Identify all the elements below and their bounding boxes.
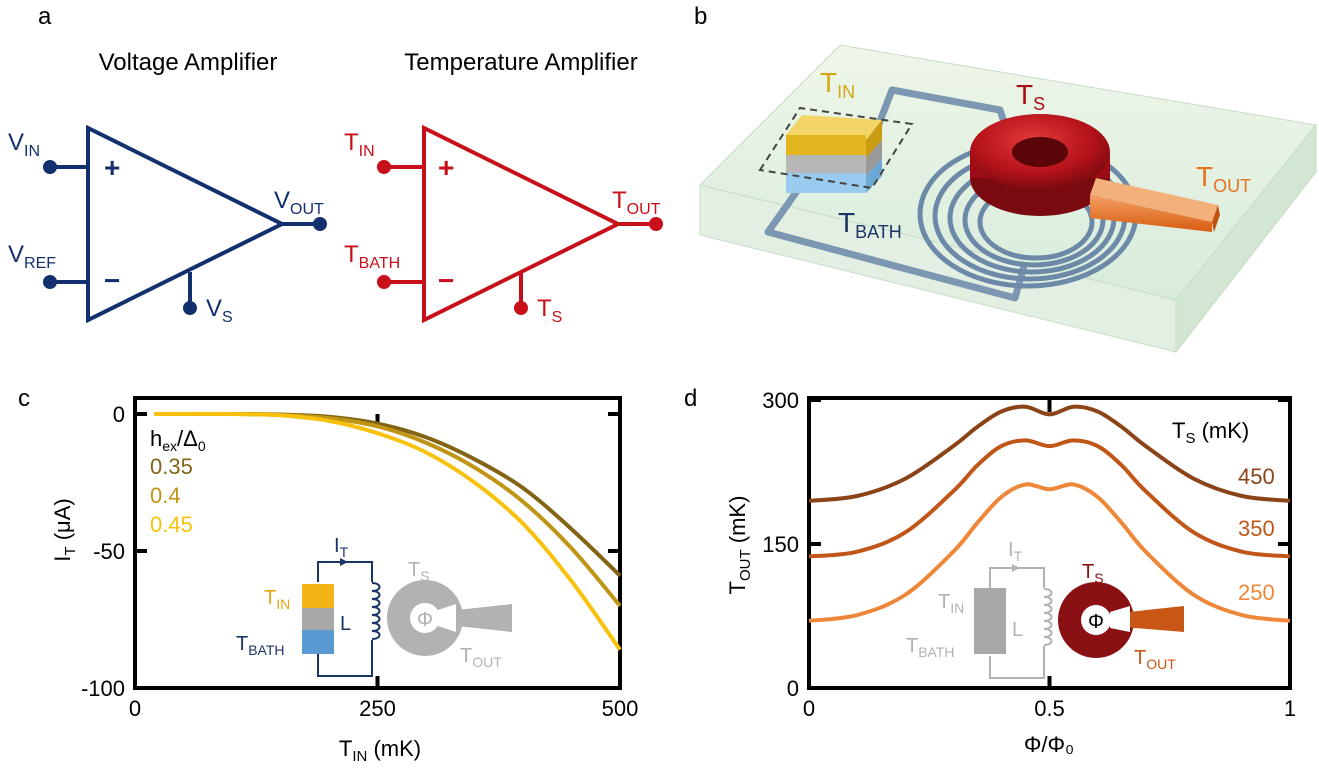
c-inset-ts: TS [408,559,430,584]
plot-c-xtick-label: 500 [602,696,639,721]
voltage-triangle [86,124,287,324]
b-tin-label: TIN [820,67,855,102]
c-inset-phi: Φ [417,609,433,631]
plot-d-series-line-250 [808,482,1291,623]
b-tout-label: TOUT [1196,161,1251,196]
plot-c-xtick-label: 0 [129,696,141,721]
v-ref-label: VREF [8,241,56,272]
plot-c-inset: Φ IT L TIN TBATH TS TOUT [236,535,512,677]
c-inset-tbath: TBATH [236,633,285,658]
temperature-minus-sign: − [438,265,454,296]
voltage-terminals [43,160,327,315]
plot-c-legend-title: hex/Δ0 [150,426,206,454]
b-tbath-label: TBATH [838,207,902,242]
plot-c-series-line-0.45 [154,411,622,651]
plot-d-ylabel: TOUT (mK) [725,496,754,595]
ring [970,114,1110,216]
plot-d-series-line-350 [808,438,1291,559]
voltage-minus-sign: − [104,265,120,296]
panel-d: d 0 0.5 1 0 150 300 TOUT (mK) Φ/Φ₀ TS (mK) 45… [684,385,1296,757]
dashed-box [758,106,914,190]
c-inset-tout: TOUT [460,645,502,670]
plot-d-xtick-label: 1 [1284,696,1296,721]
panel-b: b [694,3,1317,354]
plot-c-frame [133,396,622,690]
panel-d-label: d [684,385,697,412]
plot-d-ytick-label: 0 [787,676,799,701]
c-inset-tin: TIN [264,587,290,612]
plot-d-label-450: 450 [1238,464,1275,489]
plot-c-legend-item-2: 0.4 [150,483,181,508]
b-ts-label: TS [1016,79,1045,114]
temperature-plus-sign: + [438,152,454,183]
d-inset-phi: Φ [1088,611,1104,633]
plot-c-legend-item-3: 0.45 [150,512,193,537]
plot-c-ylabel: IT (μA) [50,498,79,561]
plot-c-ytick-label: -50 [93,539,125,564]
d-inset-tin: TIN [938,591,964,616]
c-inset-l: L [340,613,351,635]
c-inset-it: IT [334,535,349,560]
t-out-label: TOUT [612,187,661,218]
d-inset-tbath: TBATH [906,635,955,660]
tout-bar [1090,178,1220,232]
t-bath-label: TBATH [344,241,400,272]
t-s-label: TS [537,295,562,326]
temperature-amplifier-symbol [384,124,656,324]
plot-c-ticks: 0 250 500 0 -50 -100 [81,402,638,721]
v-s-label: VS [206,295,233,326]
d-inset-ts: TS [1082,561,1104,586]
v-in-label: VIN [8,129,40,160]
plot-c-series [154,411,622,651]
panel-c-label: c [18,385,30,412]
temperature-amplifier-title: Temperature Amplifier [404,49,637,76]
plot-d-xtick-label: 0.5 [1034,696,1065,721]
plot-d-xlabel: Φ/Φ₀ [1024,732,1074,757]
plot-c-ytick-label: -100 [81,676,125,701]
plot-d-ticks: 0 0.5 1 0 150 300 [762,388,1296,721]
d-inset-tout: TOUT [1134,647,1176,672]
panel-a-label: a [38,3,52,30]
plot-d-inset: Φ IT L TIN TBATH TS TOUT [906,539,1184,679]
plot-c-xtick-label: 250 [359,696,396,721]
plot-c-xlabel: TIN (mK) [339,736,421,765]
plot-d-series-line-450 [808,404,1291,503]
voltage-amplifier-title: Voltage Amplifier [99,49,278,76]
t-in-label: TIN [344,129,375,160]
plot-d-series [808,404,1291,623]
junction-stack [758,106,914,193]
plot-d-ytick-label: 150 [762,532,799,557]
plot-d-label-250: 250 [1238,580,1275,605]
plot-c-ytick-label: 0 [113,402,125,427]
plot-d-label-350: 350 [1238,516,1275,541]
panel-b-label: b [694,3,707,30]
v-out-label: VOUT [274,187,324,218]
voltage-plus-sign: + [104,152,120,183]
temperature-terminals [377,160,663,315]
voltage-amplifier-symbol [50,124,320,324]
plot-d-legend-header: TS (mK) [1172,418,1249,447]
d-inset-it: IT [1008,539,1023,564]
plot-d-xtick-label: 0 [803,696,815,721]
panel-c: c 0 250 500 0 -50 -100 IT (μA) TIN (mK) hex/Δ… [18,385,638,765]
plot-d-ytick-label: 300 [762,388,799,413]
panel-a: a Voltage Amplifier Temperature Amplifie… [8,3,663,326]
plot-c-legend-item-1: 0.35 [150,454,193,479]
d-inset-l: L [1012,619,1023,641]
